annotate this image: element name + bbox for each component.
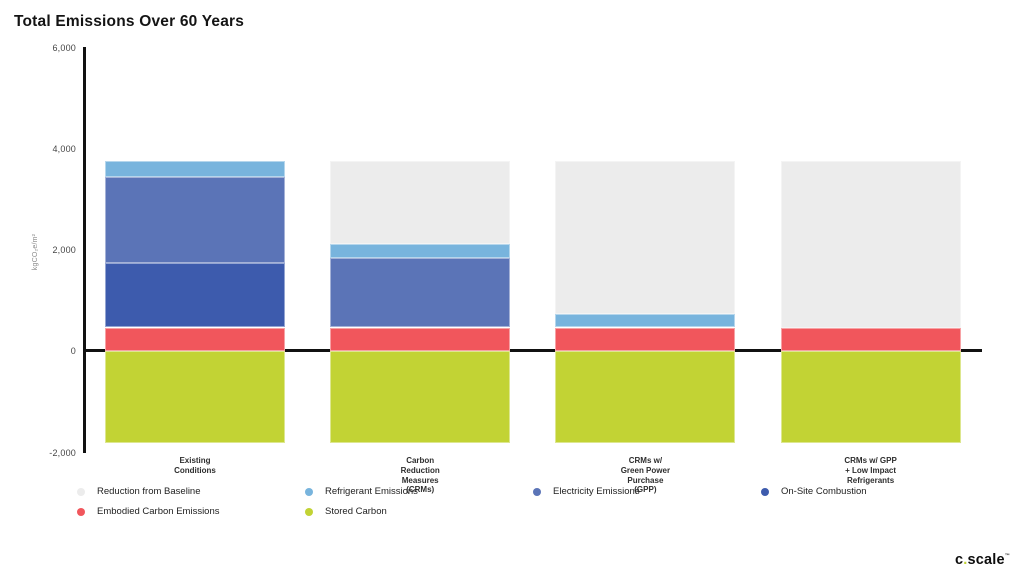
x-axis-label-line: Conditions bbox=[174, 465, 216, 475]
y-tick-label: 0 bbox=[70, 346, 76, 357]
bar-segment-embodied-carbon-emissions bbox=[330, 327, 511, 351]
chart-title: Total Emissions Over 60 Years bbox=[14, 13, 245, 30]
logo-c: c bbox=[955, 552, 964, 568]
bar-segment-electricity-emissions bbox=[330, 258, 511, 328]
legend-label: Reduction from Baseline bbox=[97, 486, 201, 497]
legend-label: On-Site Combustion bbox=[781, 486, 867, 497]
x-axis-label: Carbon Reduction Measures (CRMs) bbox=[330, 456, 510, 495]
legend-dot-stored-carbon bbox=[305, 508, 313, 516]
x-axis-label-line: Carbon bbox=[406, 456, 435, 465]
logo-scale: scale bbox=[967, 552, 1005, 568]
bar-segment-embodied-carbon-emissions bbox=[780, 328, 961, 351]
logo-dot: . bbox=[963, 552, 968, 568]
bar-segment-embodied-carbon-emissions bbox=[105, 327, 285, 351]
bar-segment-electricity-emissions bbox=[105, 176, 285, 264]
x-axis-label-line: Existing bbox=[179, 456, 211, 465]
y-axis-line bbox=[83, 47, 86, 453]
bar-segment-stored-carbon bbox=[330, 350, 511, 444]
x-axis-label: CRMs w/ GPP + Low Impact Refrigerants bbox=[781, 456, 961, 485]
x-axis-label-line: Purchase bbox=[627, 475, 664, 485]
x-axis-label: CRMs w/Green Power Purchase (GPP) bbox=[555, 456, 735, 495]
x-axis-label-line: + Low Impact bbox=[845, 465, 897, 475]
y-tick-label: -2,000 bbox=[49, 447, 76, 458]
y-tick-label: 2,000 bbox=[52, 245, 76, 255]
x-axis-label: Existing Conditions bbox=[105, 456, 285, 476]
y-tick-label: 6,000 bbox=[52, 42, 76, 53]
bar-segment-stored-carbon bbox=[105, 350, 285, 444]
bar-segment-on-site-combustion bbox=[105, 263, 285, 328]
bar-segment-reduction-from-baseline bbox=[780, 161, 961, 328]
bar-segment-refrigerant-emissions bbox=[105, 161, 285, 177]
bar-segment-stored-carbon bbox=[780, 350, 961, 444]
legend-dot-refrigerant-emissions bbox=[305, 488, 313, 496]
cscale-logo: c.scale™ bbox=[955, 552, 1010, 568]
logo-trademark-icon: ™ bbox=[1004, 553, 1010, 559]
x-axis-label-line: (GPP) bbox=[634, 485, 657, 495]
legend-label: Stored Carbon bbox=[325, 506, 387, 517]
x-axis-label-line: CRMs w/ bbox=[628, 456, 663, 465]
legend-dot-embodied-carbon-emissions bbox=[77, 508, 85, 516]
legend-dot-electricity-emissions bbox=[533, 488, 541, 496]
bar-segment-embodied-carbon-emissions bbox=[555, 327, 736, 351]
bar-segment-reduction-from-baseline bbox=[555, 161, 736, 314]
y-tick-label: 4,000 bbox=[52, 143, 76, 154]
legend-label: Refrigerant Emissions bbox=[325, 486, 418, 497]
bar-segment-stored-carbon bbox=[555, 350, 736, 444]
x-axis-label-line: (CRMs) bbox=[406, 485, 435, 495]
x-axis-label-line: Green Power bbox=[620, 465, 671, 475]
legend-dot-reduction-from-baseline bbox=[77, 488, 85, 496]
x-axis-label-line: Refrigerants bbox=[847, 475, 895, 485]
x-axis-label-line: Reduction bbox=[400, 465, 440, 475]
zero-baseline bbox=[83, 349, 982, 353]
legend-label: Electricity Emissions bbox=[553, 486, 640, 497]
legend-label: Embodied Carbon Emissions bbox=[97, 506, 220, 517]
legend-dot-on-site-combustion bbox=[761, 488, 769, 496]
bar-segment-refrigerant-emissions bbox=[330, 244, 511, 259]
x-axis-label-line: CRMs w/ GPP bbox=[844, 456, 897, 465]
bar-segment-refrigerant-emissions bbox=[555, 313, 736, 328]
x-axis-label-line: Measures bbox=[401, 475, 439, 485]
bar-segment-reduction-from-baseline bbox=[330, 161, 511, 245]
